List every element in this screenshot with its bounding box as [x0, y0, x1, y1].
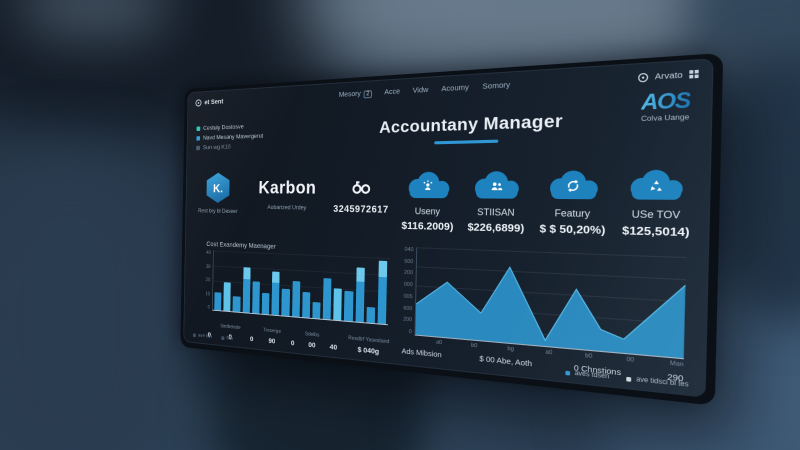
bar — [281, 288, 290, 317]
sidebar-item[interactable]: Cestuly Dostosve — [196, 123, 263, 132]
legend-swatch — [565, 370, 571, 376]
bar — [366, 306, 375, 324]
phone-cell: 3245972617 — [333, 171, 389, 216]
sidebar-list: Cestuly Dostosve Navd Mesany Mavergerut … — [196, 123, 263, 151]
brand-stats-row: K. Rest bry bl Deseer Karbon Aobarized U… — [198, 168, 697, 240]
bar — [242, 267, 251, 313]
bar — [333, 287, 343, 321]
cloud-stats: Useny $116.2009) STIISAN $226,6899) — [388, 168, 696, 240]
bullet-icon — [196, 136, 201, 141]
stat-card[interactable]: Useny $116.2009) — [401, 171, 454, 234]
bar — [232, 295, 241, 312]
area-chart-plot — [414, 247, 687, 360]
bar — [322, 278, 332, 320]
users-icon — [472, 170, 522, 202]
bar — [261, 293, 270, 315]
app-logo-label: et Sent — [204, 97, 224, 107]
cloud-icon — [472, 170, 522, 202]
stat-label: USe TOV — [631, 208, 681, 221]
recycle-arrows-icon — [627, 168, 686, 203]
bar — [377, 260, 388, 325]
karbon-hexagon-icon: K. — [206, 173, 229, 203]
bullet-icon — [196, 126, 201, 132]
bar — [271, 271, 280, 316]
karbon-name-caption: Aobarized Urdey — [267, 204, 307, 212]
menu-item[interactable]: Acce — [384, 86, 401, 97]
bullet-icon — [196, 145, 200, 151]
bullet-icon — [221, 336, 225, 341]
footer-item[interactable]: ave ldn — [192, 332, 212, 340]
sidebar-item[interactable]: Sun wg K10 — [196, 143, 263, 151]
sidebar-item[interactable]: Navd Mesany Mavergerut — [196, 133, 263, 141]
area-chart: 040 500 200 000 005 600 200 0 a0 b0 bg a0 b0 00 Man — [403, 247, 687, 369]
menu-item[interactable]: Acoumy — [441, 82, 470, 94]
account-button[interactable]: Arvato — [638, 69, 699, 83]
karbon-logo-caption: Rest bry bl Deseer — [197, 207, 238, 215]
aos-brand: AOS Colva Uange — [641, 89, 691, 123]
stat-value: $125,5014) — [621, 224, 690, 240]
bar — [251, 281, 260, 314]
title-block: Accountany Manager — [379, 111, 563, 146]
bar — [291, 281, 301, 317]
user-network-icon — [405, 171, 451, 202]
top-menu: Mesory 2 Acce Vidw Acoumy Somory — [339, 80, 511, 99]
legend-swatch — [626, 376, 632, 382]
sync-arrows-icon — [546, 169, 600, 202]
aos-logo: AOS — [640, 88, 691, 116]
cloud-icon — [405, 171, 451, 202]
grid-icon — [689, 69, 699, 79]
menu-item[interactable]: Vidw — [412, 84, 429, 95]
menu-item[interactable]: Mesory 2 — [339, 88, 373, 99]
bar — [301, 292, 311, 318]
stat-label: Featury — [554, 207, 591, 220]
footer-item[interactable]: Nw — [221, 335, 233, 342]
stat-value: $226,6899) — [467, 221, 525, 236]
bar-chart: Cost Exandemy Maenager 40 30 20 10 0 — [205, 240, 390, 333]
dashboard-panel: et Sent Mesory 2 Acce Vidw Acoumy Somory … — [183, 58, 714, 398]
bar — [214, 292, 222, 311]
glass-tablet-device: et Sent Mesory 2 Acce Vidw Acoumy Somory … — [180, 52, 724, 406]
background-blob — [0, 150, 180, 450]
area-chart-svg — [415, 247, 687, 359]
bar-chart-bars — [212, 250, 390, 326]
binoculars-icon — [349, 175, 373, 200]
title-underline — [434, 139, 499, 145]
stat-value: $ $ 50,20%) — [539, 222, 606, 238]
app-logo[interactable]: et Sent — [195, 97, 223, 107]
app-logo-icon — [195, 98, 202, 107]
bullet-icon — [192, 333, 196, 338]
bar — [312, 301, 321, 319]
record-icon — [638, 72, 649, 82]
aos-subtitle: Colva Uange — [640, 113, 690, 124]
stat-card[interactable]: Featury $ $ 50,20%) — [539, 169, 606, 237]
bar — [223, 282, 232, 312]
stat-value: $116.2009) — [401, 219, 454, 234]
notification-badge: 2 — [363, 90, 373, 99]
background-highlight — [20, 0, 170, 40]
stat-card[interactable]: STIISAN $226,6899) — [467, 170, 525, 235]
bar — [344, 291, 354, 322]
account-label: Arvato — [654, 69, 683, 82]
phone-number: 3245972617 — [333, 204, 389, 216]
page-title: Accountany Manager — [379, 110, 564, 137]
cloud-icon — [627, 168, 686, 203]
stat-card[interactable]: USe TOV $125,5014) — [621, 168, 691, 240]
cloud-icon — [546, 169, 600, 202]
stat-label: STIISAN — [477, 206, 515, 218]
menu-item[interactable]: Somory — [482, 79, 511, 91]
karbon-name-cell: Karbon Aobarized Urdey — [258, 172, 316, 212]
background-blob — [730, 60, 800, 320]
karbon-logo-cell: K. Rest bry bl Deseer — [198, 173, 238, 215]
charts-row: Cost Exandemy Maenager 40 30 20 10 0 040 500 2… — [205, 240, 687, 369]
stat-label: Useny — [414, 206, 441, 217]
bar — [355, 267, 365, 323]
karbon-name: Karbon — [258, 178, 317, 199]
